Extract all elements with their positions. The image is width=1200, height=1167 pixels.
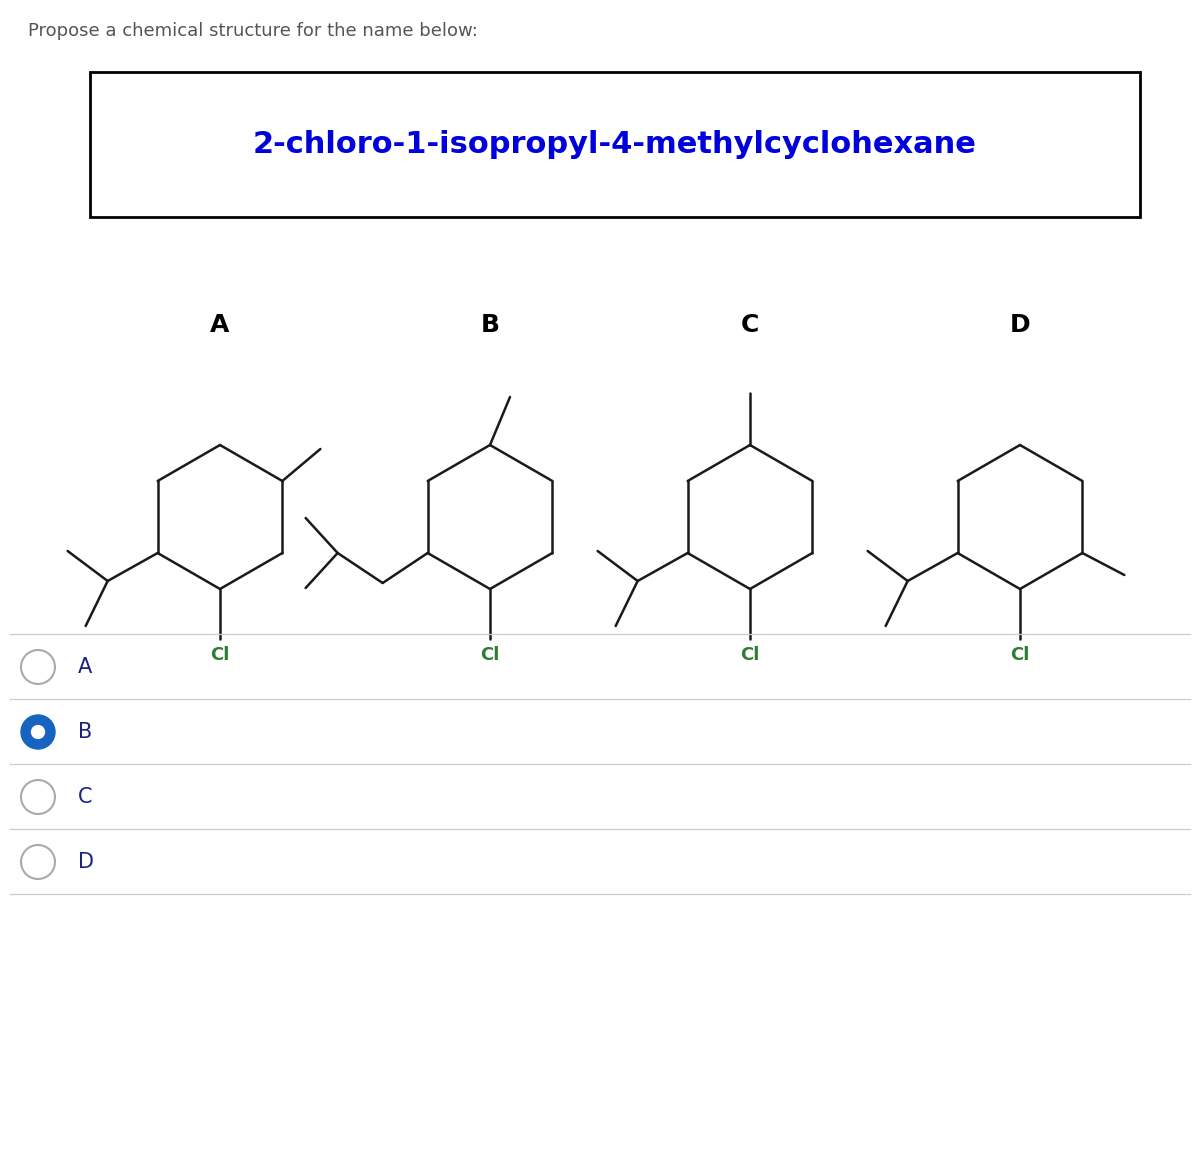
Text: B: B <box>480 313 499 337</box>
Text: C: C <box>78 787 92 808</box>
Circle shape <box>22 715 55 749</box>
Text: A: A <box>78 657 92 677</box>
Text: Cl: Cl <box>1010 647 1030 664</box>
Text: D: D <box>78 852 94 872</box>
Text: Cl: Cl <box>210 647 229 664</box>
Text: D: D <box>1009 313 1031 337</box>
Text: Cl: Cl <box>740 647 760 664</box>
Circle shape <box>31 726 44 739</box>
Text: C: C <box>740 313 760 337</box>
Text: A: A <box>210 313 229 337</box>
FancyBboxPatch shape <box>90 72 1140 217</box>
Text: 2-chloro-1-isopropyl-4-methylcyclohexane: 2-chloro-1-isopropyl-4-methylcyclohexane <box>253 130 977 159</box>
Text: Cl: Cl <box>480 647 499 664</box>
Text: Propose a chemical structure for the name below:: Propose a chemical structure for the nam… <box>28 22 478 40</box>
Text: B: B <box>78 722 92 742</box>
